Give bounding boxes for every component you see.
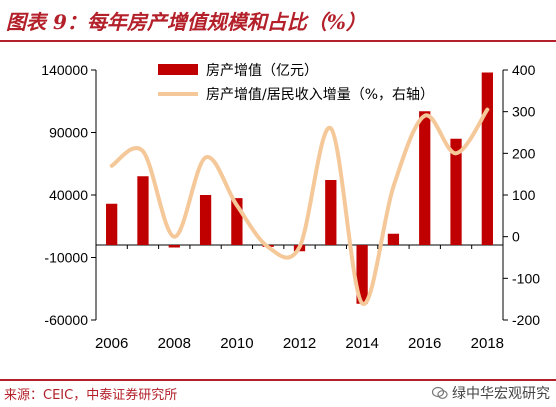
x-tick-label: 2018 [471, 335, 504, 352]
bar-series [106, 72, 493, 304]
x-tick-label: 2008 [158, 335, 191, 352]
left-tick-label: 40000 [49, 187, 88, 203]
bar [356, 245, 368, 304]
watermark: 绿中华宏观研究 [432, 383, 550, 403]
source-divider [0, 379, 556, 381]
legend-bar-label: 房产增值（亿元） [206, 63, 318, 79]
right-tick-label: -100 [512, 270, 540, 286]
left-tick-label: 140000 [41, 62, 88, 78]
left-tick-label: -10000 [44, 250, 88, 266]
bar [325, 180, 337, 245]
x-tick-label: 2014 [345, 335, 378, 352]
chart-area: 140000 90000 40000 -10000 -60000 400 300 200 10… [41, 62, 540, 352]
bar [387, 233, 400, 245]
bar [199, 195, 212, 245]
bar [419, 111, 431, 245]
x-tick-label: 2016 [408, 335, 441, 352]
right-axis: 400 300 200 100 0 -100 -200 [503, 62, 540, 328]
bar [137, 176, 149, 245]
right-tick-label: -200 [512, 312, 540, 328]
right-tick-label: 300 [512, 104, 536, 120]
bar [106, 203, 118, 245]
line-series [109, 107, 490, 306]
x-axis: 2006 2008 2010 2012 2014 2016 2018 [95, 245, 504, 352]
bar [231, 198, 243, 245]
wechat-icon [432, 386, 448, 399]
x-tick-label: 2010 [220, 335, 253, 352]
left-tick-label: -60000 [44, 312, 88, 328]
right-tick-label: 200 [512, 145, 536, 161]
watermark-text: 绿中华宏观研究 [452, 386, 550, 402]
left-axis: 140000 90000 40000 -10000 -60000 [41, 62, 96, 328]
left-tick-label: 90000 [49, 125, 88, 141]
right-tick-label: 400 [512, 62, 536, 78]
title-divider [0, 40, 556, 42]
title-bar: 图表 9：每年房产增值规模和占比（%） [0, 0, 556, 44]
bar [450, 138, 462, 245]
legend-line-label: 房产增值/居民收入增量（%，右轴） [206, 87, 434, 103]
right-tick-label: 100 [512, 187, 536, 203]
bar [481, 72, 493, 245]
chart-title: 图表 9：每年房产增值规模和占比（%） [6, 10, 366, 34]
bar [168, 245, 180, 248]
legend: 房产增值（亿元） 房产增值/居民收入增量（%，右轴） [158, 63, 434, 103]
source-note: 来源：CEIC，中泰证券研究所 [4, 388, 178, 403]
ratio-line [109, 107, 490, 306]
right-tick-label: 0 [512, 229, 520, 245]
legend-bar-swatch [158, 64, 198, 75]
x-tick-label: 2012 [283, 335, 316, 352]
x-tick-label: 2006 [95, 335, 128, 352]
